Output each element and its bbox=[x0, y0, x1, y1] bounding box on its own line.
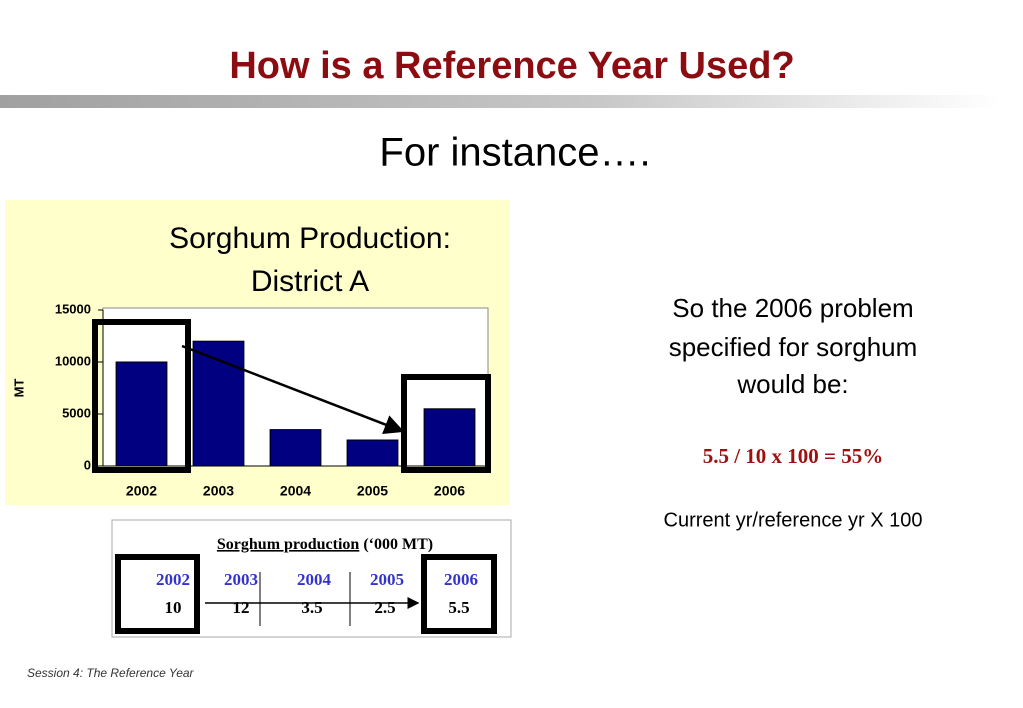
y-tick-label: 15000 bbox=[55, 301, 91, 316]
y-tick-label: 5000 bbox=[62, 405, 91, 420]
explanation: would be: bbox=[736, 369, 848, 399]
caption-unit: (‘000 MT) bbox=[363, 536, 433, 553]
footer: Session 4: The Reference Year bbox=[27, 666, 195, 680]
table-value: 10 bbox=[165, 598, 182, 617]
table-value: 2.5 bbox=[374, 598, 395, 617]
y-tick-label: 10000 bbox=[55, 353, 91, 368]
table-value: 3.5 bbox=[301, 598, 322, 617]
table-caption: Sorghum production (‘000 MT) bbox=[217, 536, 433, 553]
y-axis-label: MT bbox=[11, 379, 26, 398]
title-rule bbox=[0, 95, 1000, 108]
chart-title: Sorghum Production: bbox=[169, 222, 451, 255]
x-tick-label: 2004 bbox=[280, 483, 311, 499]
highlight-box bbox=[115, 554, 200, 634]
table-frame bbox=[111, 519, 512, 638]
highlight-box bbox=[421, 554, 497, 634]
subtitle: For instance…. bbox=[379, 131, 650, 175]
bar bbox=[346, 439, 399, 467]
bar bbox=[192, 340, 245, 467]
table-year: 2005 bbox=[370, 570, 404, 589]
highlight-box bbox=[92, 319, 191, 473]
formula: 5.5 / 10 x 100 = 55% bbox=[703, 444, 884, 468]
explanation: So the 2006 problem bbox=[672, 293, 913, 323]
x-tick-label: 2002 bbox=[126, 483, 157, 499]
slide-title: How is a Reference Year Used? bbox=[229, 45, 794, 87]
formula-note: Current yr/reference yr X 100 bbox=[664, 509, 923, 531]
caption-text: Sorghum production bbox=[217, 536, 360, 553]
bar bbox=[423, 408, 476, 467]
table-value: 5.5 bbox=[448, 598, 469, 617]
table-year: 2003 bbox=[224, 570, 258, 589]
table-year: 2006 bbox=[444, 570, 478, 589]
explanation: specified for sorghum bbox=[669, 332, 918, 362]
table-value: 12 bbox=[233, 598, 250, 617]
y-tick-label: 0 bbox=[84, 457, 91, 472]
x-tick-label: 2006 bbox=[434, 483, 465, 499]
bar bbox=[115, 361, 168, 467]
table-year: 2002 bbox=[156, 570, 190, 589]
table-year: 2004 bbox=[297, 570, 332, 589]
x-tick-label: 2005 bbox=[357, 483, 388, 499]
arrow bbox=[181, 344, 405, 435]
x-tick-label: 2003 bbox=[203, 483, 234, 499]
chart-title: District A bbox=[251, 265, 369, 298]
bar bbox=[269, 429, 322, 467]
